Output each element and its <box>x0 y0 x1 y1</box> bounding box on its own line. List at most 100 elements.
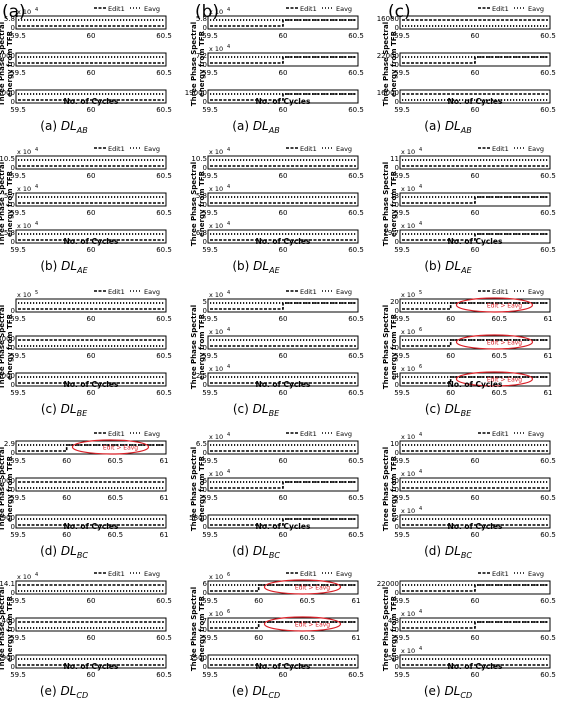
exponent-power: 4 <box>227 469 230 475</box>
y-tick-label: 0 <box>11 238 15 246</box>
caption-main: DL <box>252 684 268 698</box>
plot-frame <box>15 617 167 632</box>
y-axis-label: energy from TFR <box>6 30 14 97</box>
subplot: x 10 6 70 Edit > Eavg 59.5 60 60.5 61 <box>202 609 360 642</box>
x-tick-label: 60.5 <box>540 209 556 217</box>
subplot: x 10 6 40 Edit > Eavg 59.5 60 60.5 61 <box>394 364 552 397</box>
panel-caption: (c) DLBE <box>41 402 88 418</box>
caption-prefix: (e) <box>40 684 61 698</box>
exponent-power: 4 <box>35 147 38 153</box>
x-tick-label: 60 <box>279 209 288 217</box>
exponent-label: x 10 <box>401 610 415 618</box>
y-tick-label: 0 <box>203 238 207 246</box>
annotation-ellipse <box>263 579 342 595</box>
y-axis-label: Three Phase Spectral <box>0 162 6 246</box>
y-tick-label: 16000 <box>377 15 399 23</box>
x-tick-label: 60.5 <box>540 531 556 539</box>
x-axis-label: No. of Cycles <box>448 380 503 389</box>
x-tick-label: 60.5 <box>540 32 556 40</box>
x-tick-label: 59.5 <box>394 597 410 605</box>
exponent-label: x 10 <box>209 291 223 299</box>
exponent-power: 4 <box>419 609 422 615</box>
y-tick-label: 0 <box>11 307 15 315</box>
caption-subscript: CD <box>268 691 280 700</box>
x-tick-label: 60 <box>87 209 96 217</box>
exponent-power: 4 <box>419 221 422 227</box>
x-tick-label: 59.5 <box>202 494 218 502</box>
x-tick-label: 60 <box>254 597 263 605</box>
annotation-ellipse <box>455 334 534 350</box>
caption-main: DL <box>61 544 77 558</box>
x-tick-label: 60 <box>279 531 288 539</box>
y-tick-label: 2.5 <box>196 372 207 380</box>
panel-b-CD: Edit1 Eavg Three Phase Spectral energy from… <box>189 570 364 700</box>
caption-subscript: BC <box>461 551 472 560</box>
panel-c-AE: Edit1 Eavg Three Phase Spectral energy from… <box>382 145 556 275</box>
y-tick-label: 0 <box>395 449 399 457</box>
x-tick-label: 60.5 <box>492 352 508 360</box>
plot-frame <box>207 229 359 244</box>
x-tick-label: 59.5 <box>394 32 410 40</box>
panel-caption: (a) DLAB <box>232 119 279 135</box>
x-tick-label: 60 <box>62 457 71 465</box>
svg-text:(a): (a) <box>2 2 26 22</box>
exponent-power: 4 <box>227 7 230 13</box>
subplot: 3900059.5 60 60.5 61 <box>0 514 168 539</box>
column-label-a: (a) <box>2 2 26 22</box>
legend-label-edit1: Edit1 <box>108 5 125 13</box>
annotation-ellipse <box>263 616 342 632</box>
legend-label-eavg: Eavg <box>528 570 544 578</box>
y-axis-label: Three Phase Spectral <box>190 447 198 531</box>
x-axis-label: No. of Cycles <box>256 237 311 246</box>
exponent-power: 4 <box>227 147 230 153</box>
caption-subscript: AE <box>460 266 472 275</box>
x-tick-label: 60.5 <box>348 172 364 180</box>
x-tick-label: 60.5 <box>348 315 364 323</box>
panel-b-AB: Edit1 Eavg Three Phase Spectral energy from… <box>185 5 364 135</box>
y-tick-label: 0 <box>203 381 207 389</box>
legend-label-edit1: Edit1 <box>300 145 317 153</box>
x-tick-label: 60 <box>279 69 288 77</box>
exponent-label: x 10 <box>401 185 415 193</box>
exponent-label: x 10 <box>401 470 415 478</box>
caption-prefix: (c) <box>425 402 445 416</box>
plot-frame <box>207 372 359 387</box>
annotation-ellipse <box>71 439 150 455</box>
x-tick-label: 60 <box>471 671 480 679</box>
y-tick-label: 0 <box>395 307 399 315</box>
y-tick-label: 19000 <box>185 89 207 97</box>
x-tick-label: 60.5 <box>492 315 508 323</box>
y-tick-label: 20 <box>390 298 399 306</box>
exponent-label: x 10 <box>401 291 415 299</box>
caption-subscript: BC <box>269 551 280 560</box>
x-tick-label: 60.5 <box>492 389 508 397</box>
y-axis-label: Three Phase Spectral <box>190 305 198 389</box>
exponent-power: 4 <box>419 184 422 190</box>
column-label-b: (b) <box>195 2 219 22</box>
plot-frame <box>207 477 359 492</box>
x-tick-label: 59.5 <box>394 494 410 502</box>
legend-label-edit1: Edit1 <box>492 288 509 296</box>
annotation-label: Edit > Eavg <box>295 585 330 592</box>
annotation-label: Edit > Eavg <box>487 303 522 310</box>
x-tick-label: 60 <box>446 352 455 360</box>
plot-frame <box>207 335 359 350</box>
panel-b-AE: Edit1 Eavg Three Phase Spectral energy from… <box>190 145 364 275</box>
caption-subscript: CD <box>76 691 88 700</box>
panel-caption: (e) DLCD <box>424 684 472 700</box>
x-tick-label: 59.5 <box>10 389 26 397</box>
plot-frame <box>399 155 551 170</box>
x-tick-label: 60 <box>471 172 480 180</box>
y-tick-label: 6000 <box>0 477 15 485</box>
